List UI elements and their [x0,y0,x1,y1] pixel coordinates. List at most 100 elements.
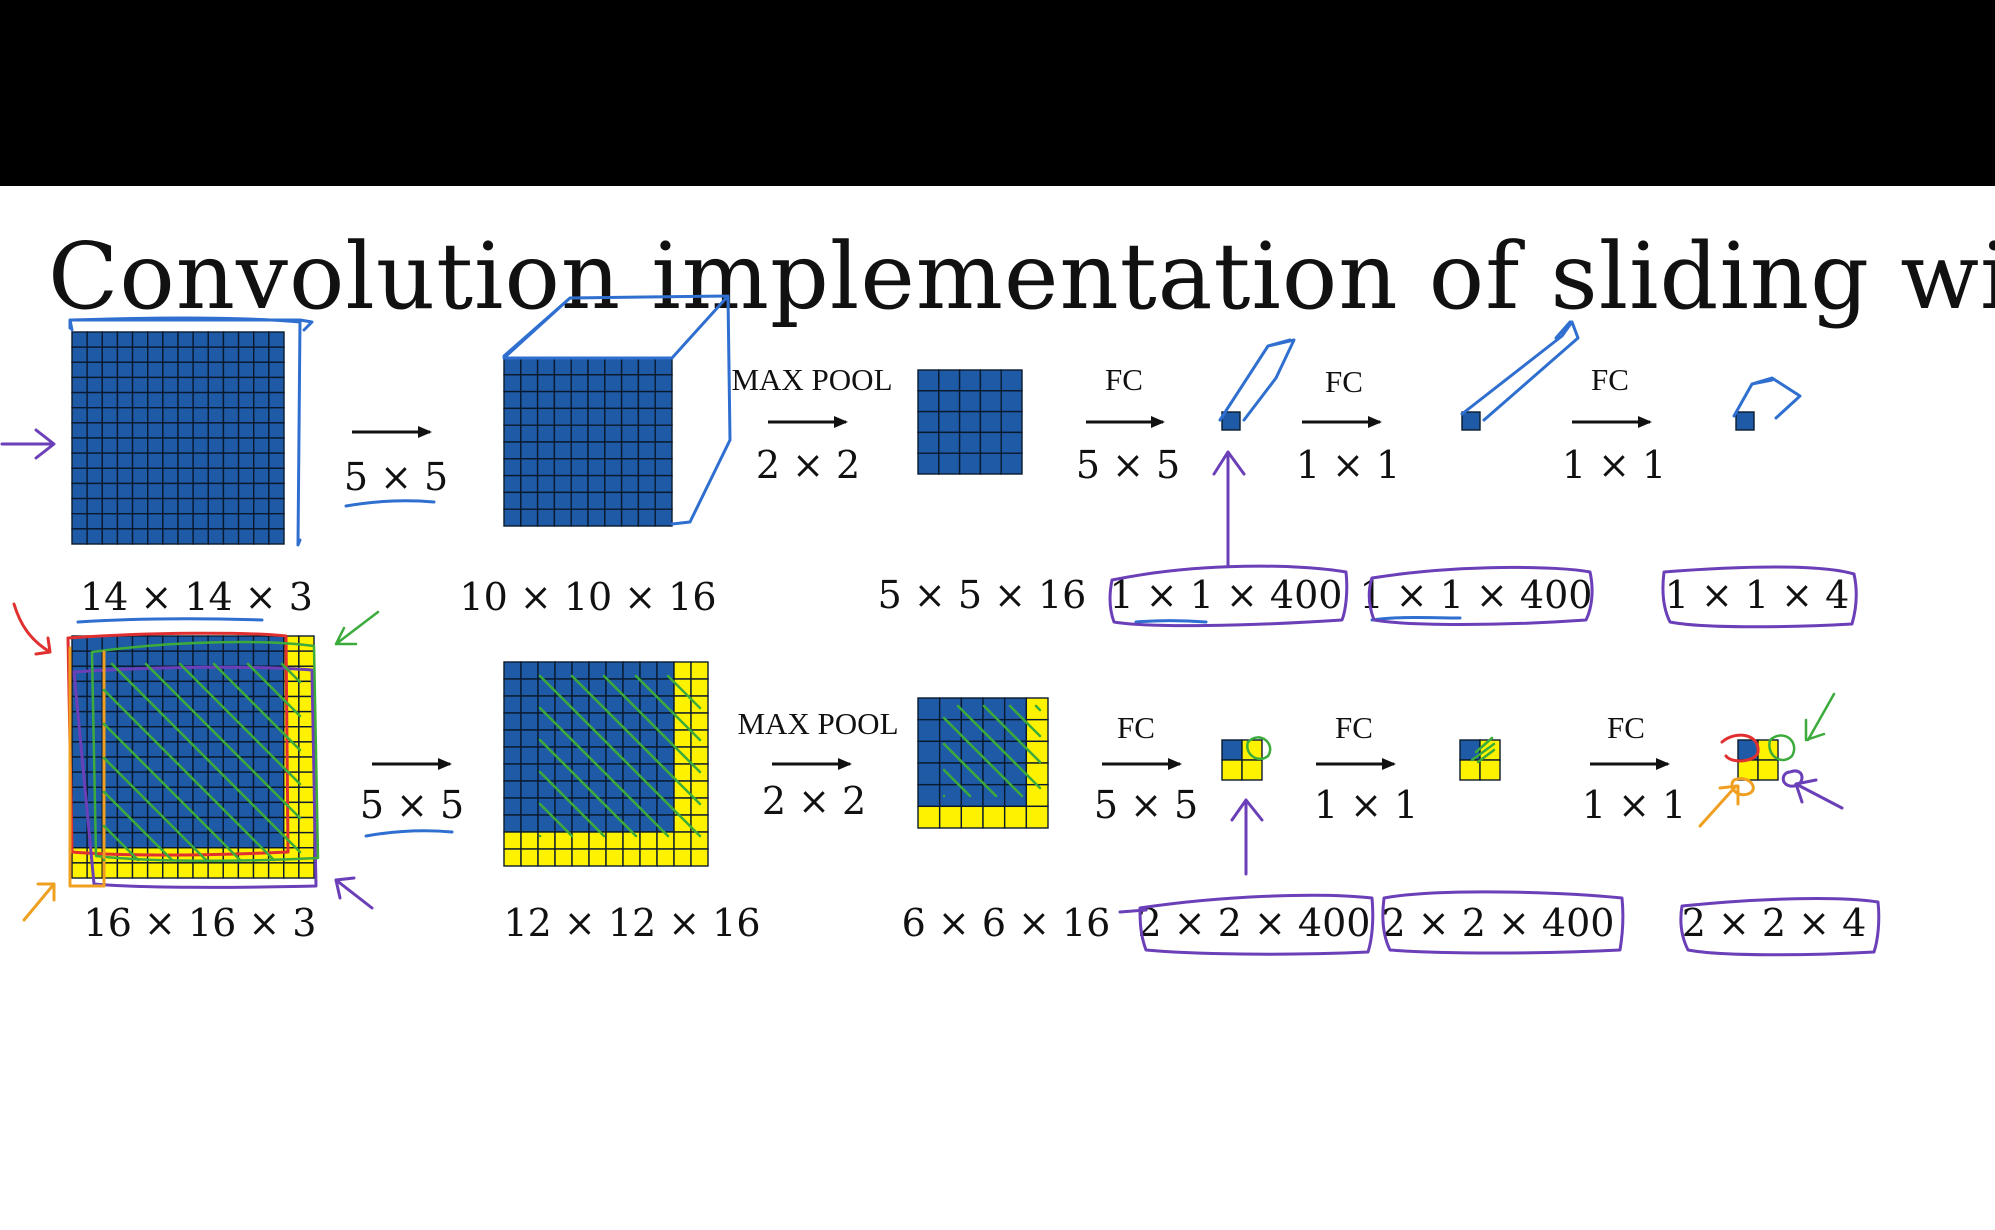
ink-box-bottom-400b [1381,890,1625,955]
bottom-volume-2-label: 12 × 12 × 16 [503,901,760,945]
hatch-stroke-input [102,756,208,862]
top-op2-size: 2 × 2 [756,443,860,487]
hatch-stroke-conv [666,674,702,710]
top-volume-1-grid [71,331,285,545]
bottom-volume-labels: 16 × 16 × 3 12 × 12 × 16 6 × 6 × 16 2 × … [84,901,1867,945]
hatch-stroke-input [102,824,140,862]
top-volume-5-grid [1461,411,1481,431]
top-op3-size: 5 × 5 [1076,443,1180,487]
ink-volume1-outline [68,316,314,547]
ink-circle-output-tr [1768,734,1796,762]
hatch-stroke-conv [538,770,606,838]
bottom-volume-4-grid [1221,739,1263,781]
bottom-op4-label: FC [1335,710,1373,745]
hatch-stroke-conv [538,738,638,838]
hatch-stroke-input [280,662,302,684]
bottom-op3-size: 5 × 5 [1094,783,1198,827]
ink-scribble-bottom-fc2 [1470,736,1496,764]
ink-arrow-output-br [1794,778,1844,810]
bottom-op-labels: MAX POOL FC FC FC 5 × 5 2 × 2 5 × 5 1 × … [360,706,1686,827]
hatch-stroke-input [144,662,302,820]
ink-arrow-corner-tr [334,610,380,646]
hatch-stroke-input [178,662,302,786]
ink-arrow-up-top [1212,450,1246,568]
bottom-volume-1-label: 16 × 16 × 3 [84,901,317,945]
top-volume-4-grid [1221,411,1241,431]
hatch-stroke-pool [942,768,972,798]
ink-window-purple [72,665,318,889]
ink-circle-output-br [1781,769,1804,788]
top-volume-6-grid [1735,411,1755,431]
bottom-op5-label: FC [1607,710,1645,745]
hatch-stroke-conv [538,706,670,838]
bottom-op3-label: FC [1117,710,1155,745]
bottom-op5-size: 1 × 1 [1582,783,1686,827]
hatch-stroke-pool [942,742,998,798]
ink-circle-output-tl [1720,733,1760,763]
bottom-op2-label: MAX POOL [737,706,898,741]
ink-dash-bottom-400a [1118,908,1148,914]
hatch-stroke-input [102,688,276,862]
ink-box-bottom-4 [1679,897,1881,957]
ink-underline-400b [1370,616,1462,622]
bottom-volume-3-grid [917,697,1049,829]
top-volume-labels: 14 × 14 × 3 10 × 10 × 16 5 × 5 × 16 1 × … [80,573,1849,619]
bottom-volume-4-label: 2 × 2 × 400 [1138,901,1371,945]
top-volume-6-label: 1 × 1 × 4 [1665,573,1850,617]
top-volume-3-grid [917,369,1023,475]
ink-underline-top-5x5 [344,499,436,508]
top-op5-label: FC [1591,362,1629,397]
bottom-op1-size: 5 × 5 [360,783,464,827]
hatch-stroke-input [110,662,302,854]
ink-box-bottom-400a [1138,893,1375,956]
ink-underline-top-14 [76,617,264,624]
hatch-stroke-pool [1008,704,1042,738]
ink-window-red [66,631,290,857]
ink-hatching [102,662,1042,862]
handwritten-annotations [0,294,1881,957]
ink-volume2-outline [502,294,732,526]
slide-title: Convolution implementation of sliding wi… [48,223,1995,330]
ink-box-top-400a [1108,564,1349,628]
top-op4-label: FC [1325,364,1363,399]
top-volume-3-label: 5 × 5 × 16 [878,573,1087,617]
ink-window-orange [68,646,106,888]
top-volume-5-label: 1 × 1 × 400 [1360,573,1593,617]
hatch-stroke-input [102,722,242,862]
ink-arrow-corner-tl [12,602,52,656]
ink-window-green [90,640,320,863]
ink-box-top-4 [1661,565,1858,629]
hatch-stroke-pool [942,716,1024,798]
hatch-stroke-input [102,790,174,862]
hatch-stroke-conv [634,674,702,742]
ink-arrow-input [0,428,56,460]
hatch-stroke-input [246,662,302,718]
bottom-op4-size: 1 × 1 [1314,783,1418,827]
top-op5-size: 1 × 1 [1562,443,1666,487]
top-op1-size: 5 × 5 [344,455,448,499]
volume-grids [71,331,1779,879]
hatch-stroke-input [212,662,302,752]
hatch-stroke-conv [538,802,574,838]
bottom-volume-6-label: 2 × 2 × 4 [1682,901,1867,945]
top-op-labels: MAX POOL FC FC FC 5 × 5 2 × 2 5 × 5 1 × … [344,362,1666,499]
ink-arrow-corner-br [334,876,374,910]
ink-arrow-corner-bl [22,882,56,922]
operation-arrows [352,416,1670,770]
top-op4-size: 1 × 1 [1296,443,1400,487]
hatch-stroke-pool [982,704,1042,764]
top-volume-1-label: 14 × 14 × 3 [80,575,313,619]
bottom-volume-2-grid [503,661,709,867]
hatch-stroke-pool [956,704,1042,790]
ink-arrow-up-bottom [1230,798,1264,876]
bottom-volume-3-label: 6 × 6 × 16 [902,901,1111,945]
top-op3-label: FC [1105,362,1143,397]
ink-underline-bottom-5x5 [364,829,454,838]
ink-circle-output-bl [1730,777,1755,797]
hatch-stroke-conv [602,674,702,774]
top-volume-2-label: 10 × 10 × 16 [459,575,716,619]
ink-underline-400a [1134,619,1208,624]
ink-arrow-output-tr [1804,692,1836,742]
hatch-stroke-conv [570,674,702,806]
